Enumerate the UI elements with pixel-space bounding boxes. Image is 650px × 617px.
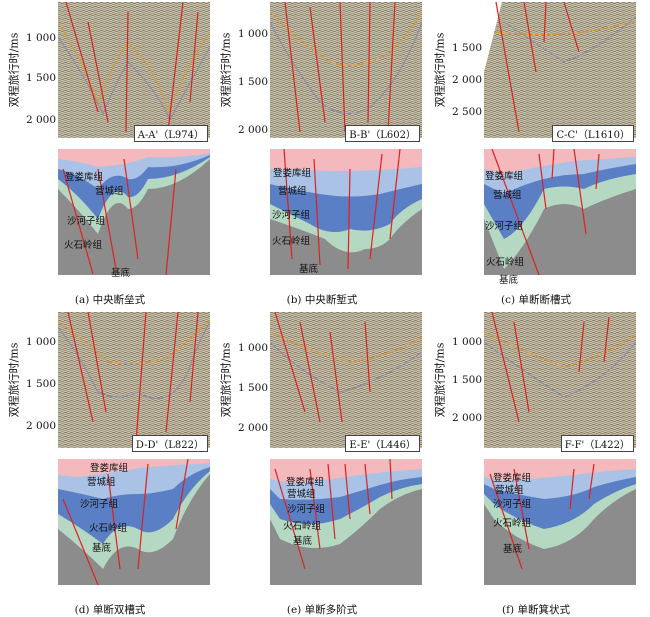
seismic-section xyxy=(484,312,636,448)
layer-label: 登娄库组 xyxy=(286,477,325,488)
layer-label: 营城组 xyxy=(287,489,316,500)
layer-label: 火石岭组 xyxy=(493,518,532,529)
tick-label: 2 000 xyxy=(237,124,268,136)
tick-label: 1 000 xyxy=(237,342,268,354)
tick-label: 1 000 xyxy=(25,336,56,348)
panel-d: 双程旅行时/ms 1 000 1 500 2 000 D-D'（L822） xyxy=(4,312,216,616)
panel-e: 双程旅行时/ms 1 000 1 500 2 000 E-E'（L446） xyxy=(216,312,428,616)
y-axis-label: 双程旅行时/ms xyxy=(7,342,21,418)
tick-label: 2 500 xyxy=(451,106,482,118)
layer-label: 火石岭组 xyxy=(283,521,322,532)
y-axis-label: 双程旅行时/ms xyxy=(433,32,447,108)
panel-c: 双程旅行时/ms 1 500 2 000 2 500 C-C'（L1610） xyxy=(430,2,642,306)
panel-f: 双程旅行时/ms 1 000 1 500 2 000 F-F'（L422） 登 xyxy=(430,312,642,616)
layer-label: 营城组 xyxy=(495,485,524,496)
tick-label: 2 000 xyxy=(25,114,56,126)
tick-label: 2 000 xyxy=(25,420,56,432)
geologic-section xyxy=(58,149,210,275)
geologic-section xyxy=(484,459,636,585)
layer-label: 沙河子组 xyxy=(80,499,119,510)
y-axis-label: 双程旅行时/ms xyxy=(219,342,233,418)
y-axis-label: 双程旅行时/ms xyxy=(433,342,447,418)
layer-label: 火石岭组 xyxy=(272,236,311,247)
line-label: F-F'（L422） xyxy=(560,435,634,452)
layer-label: 营城组 xyxy=(493,190,522,201)
layer-label: 沙河子组 xyxy=(493,499,532,510)
layer-label: 基底 xyxy=(92,543,112,554)
layer-label: 火石岭组 xyxy=(89,523,128,534)
tick-label: 1 000 xyxy=(451,336,482,348)
line-label: A-A'（L974） xyxy=(133,125,208,142)
tick-label: 1 500 xyxy=(237,76,268,88)
layer-label: 基底 xyxy=(299,264,319,275)
seismic-section xyxy=(484,2,636,138)
panel-a: 双程旅行时/ms 1 000 1 500 2 000 A-A'（L974） xyxy=(4,2,216,306)
seismic-section xyxy=(270,312,422,448)
layer-label: 营城组 xyxy=(87,477,116,488)
layer-label: 登娄库组 xyxy=(493,473,532,484)
tick-label: 1 500 xyxy=(25,72,56,84)
seismic-section xyxy=(58,312,210,448)
geologic-section xyxy=(484,149,636,275)
layer-label: 登娄库组 xyxy=(90,463,129,474)
panel-b: 双程旅行时/ms 1 000 1 500 2 000 B-B'（L602） xyxy=(216,2,428,306)
tick-label: 2 000 xyxy=(451,74,482,86)
layer-label: 火石岭组 xyxy=(486,257,525,268)
geologic-section xyxy=(270,459,422,585)
line-label: B-B'（L602） xyxy=(345,125,420,142)
layer-label: 沙河子组 xyxy=(287,504,326,515)
y-axis-label: 双程旅行时/ms xyxy=(7,32,21,108)
line-label: C-C'（L1610） xyxy=(552,125,634,142)
caption: (b) 中央断堑式 xyxy=(286,294,358,306)
tick-label: 1 000 xyxy=(25,32,56,44)
seismic-section xyxy=(58,2,210,138)
layer-label: 登娄库组 xyxy=(485,171,524,182)
line-label: D-D'（L822） xyxy=(131,435,208,452)
tick-label: 2 000 xyxy=(237,422,268,434)
layer-label: 沙河子组 xyxy=(485,221,524,232)
layer-label: 火石岭组 xyxy=(64,240,103,251)
layer-label: 登娄库组 xyxy=(65,172,104,183)
line-label: E-E'（L446） xyxy=(345,435,420,452)
tick-label: 1 000 xyxy=(237,28,268,40)
geologic-section xyxy=(58,459,210,585)
layer-label: 沙河子组 xyxy=(272,210,311,221)
tick-label: 1 500 xyxy=(451,374,482,386)
layer-label: 沙河子组 xyxy=(67,216,106,227)
caption: (e) 单断多阶式 xyxy=(286,604,358,616)
tick-label: 1 500 xyxy=(237,382,268,394)
caption: (a) 中央断垒式 xyxy=(74,294,146,306)
layer-label: 营城组 xyxy=(95,186,124,197)
tick-label: 1 500 xyxy=(451,42,482,54)
geologic-section xyxy=(270,149,422,275)
tick-label: 1 500 xyxy=(25,378,56,390)
caption: (f) 单断箕状式 xyxy=(502,604,570,616)
layer-label: 基底 xyxy=(293,536,313,547)
y-axis-label: 双程旅行时/ms xyxy=(219,32,233,108)
caption: (d) 单断双槽式 xyxy=(74,604,146,616)
layer-label: 基底 xyxy=(503,544,523,555)
layer-label: 营城组 xyxy=(278,186,307,197)
layer-label: 登娄库组 xyxy=(273,168,312,179)
seismic-section xyxy=(270,2,422,138)
tick-label: 2 000 xyxy=(451,412,482,424)
layer-label: 基底 xyxy=(499,275,519,286)
caption: (c) 单断断槽式 xyxy=(501,294,571,306)
layer-label: 基底 xyxy=(111,268,131,279)
